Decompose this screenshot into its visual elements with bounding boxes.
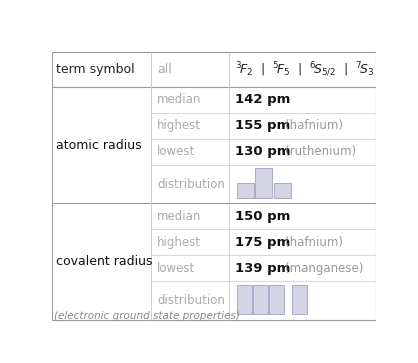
Text: atomic radius: atomic radius: [56, 139, 142, 152]
Text: all: all: [157, 63, 172, 76]
Text: (electronic ground state properties): (electronic ground state properties): [54, 311, 240, 321]
Bar: [253, 285, 268, 314]
Text: 130 pm: 130 pm: [234, 145, 290, 158]
Bar: [274, 183, 291, 199]
Text: covalent radius: covalent radius: [56, 255, 153, 268]
Text: (hafnium): (hafnium): [285, 119, 343, 132]
Text: distribution: distribution: [157, 178, 225, 191]
Bar: [237, 183, 254, 199]
Text: (hafnium): (hafnium): [285, 236, 343, 249]
Bar: [237, 285, 252, 314]
Bar: [292, 285, 307, 314]
Text: (ruthenium): (ruthenium): [285, 145, 356, 158]
Text: highest: highest: [157, 119, 201, 132]
Text: median: median: [157, 210, 201, 223]
Text: term symbol: term symbol: [56, 63, 135, 76]
Text: 155 pm: 155 pm: [234, 119, 290, 132]
Text: median: median: [157, 93, 201, 106]
Text: 175 pm: 175 pm: [234, 236, 290, 249]
Text: 142 pm: 142 pm: [234, 93, 290, 106]
Bar: [255, 168, 272, 199]
Text: 150 pm: 150 pm: [234, 210, 290, 223]
Text: lowest: lowest: [157, 145, 195, 158]
Bar: [269, 285, 284, 314]
Text: highest: highest: [157, 236, 201, 249]
Text: 139 pm: 139 pm: [234, 262, 290, 275]
Text: distribution: distribution: [157, 294, 225, 307]
Text: (manganese): (manganese): [285, 262, 363, 275]
Text: lowest: lowest: [157, 262, 195, 275]
Text: $^3\!F_2$  |  $^5\!F_5$  |  $^6\!S_{5/2}$  |  $^7\!S_3$: $^3\!F_2$ | $^5\!F_5$ | $^6\!S_{5/2}$ | …: [234, 60, 374, 78]
